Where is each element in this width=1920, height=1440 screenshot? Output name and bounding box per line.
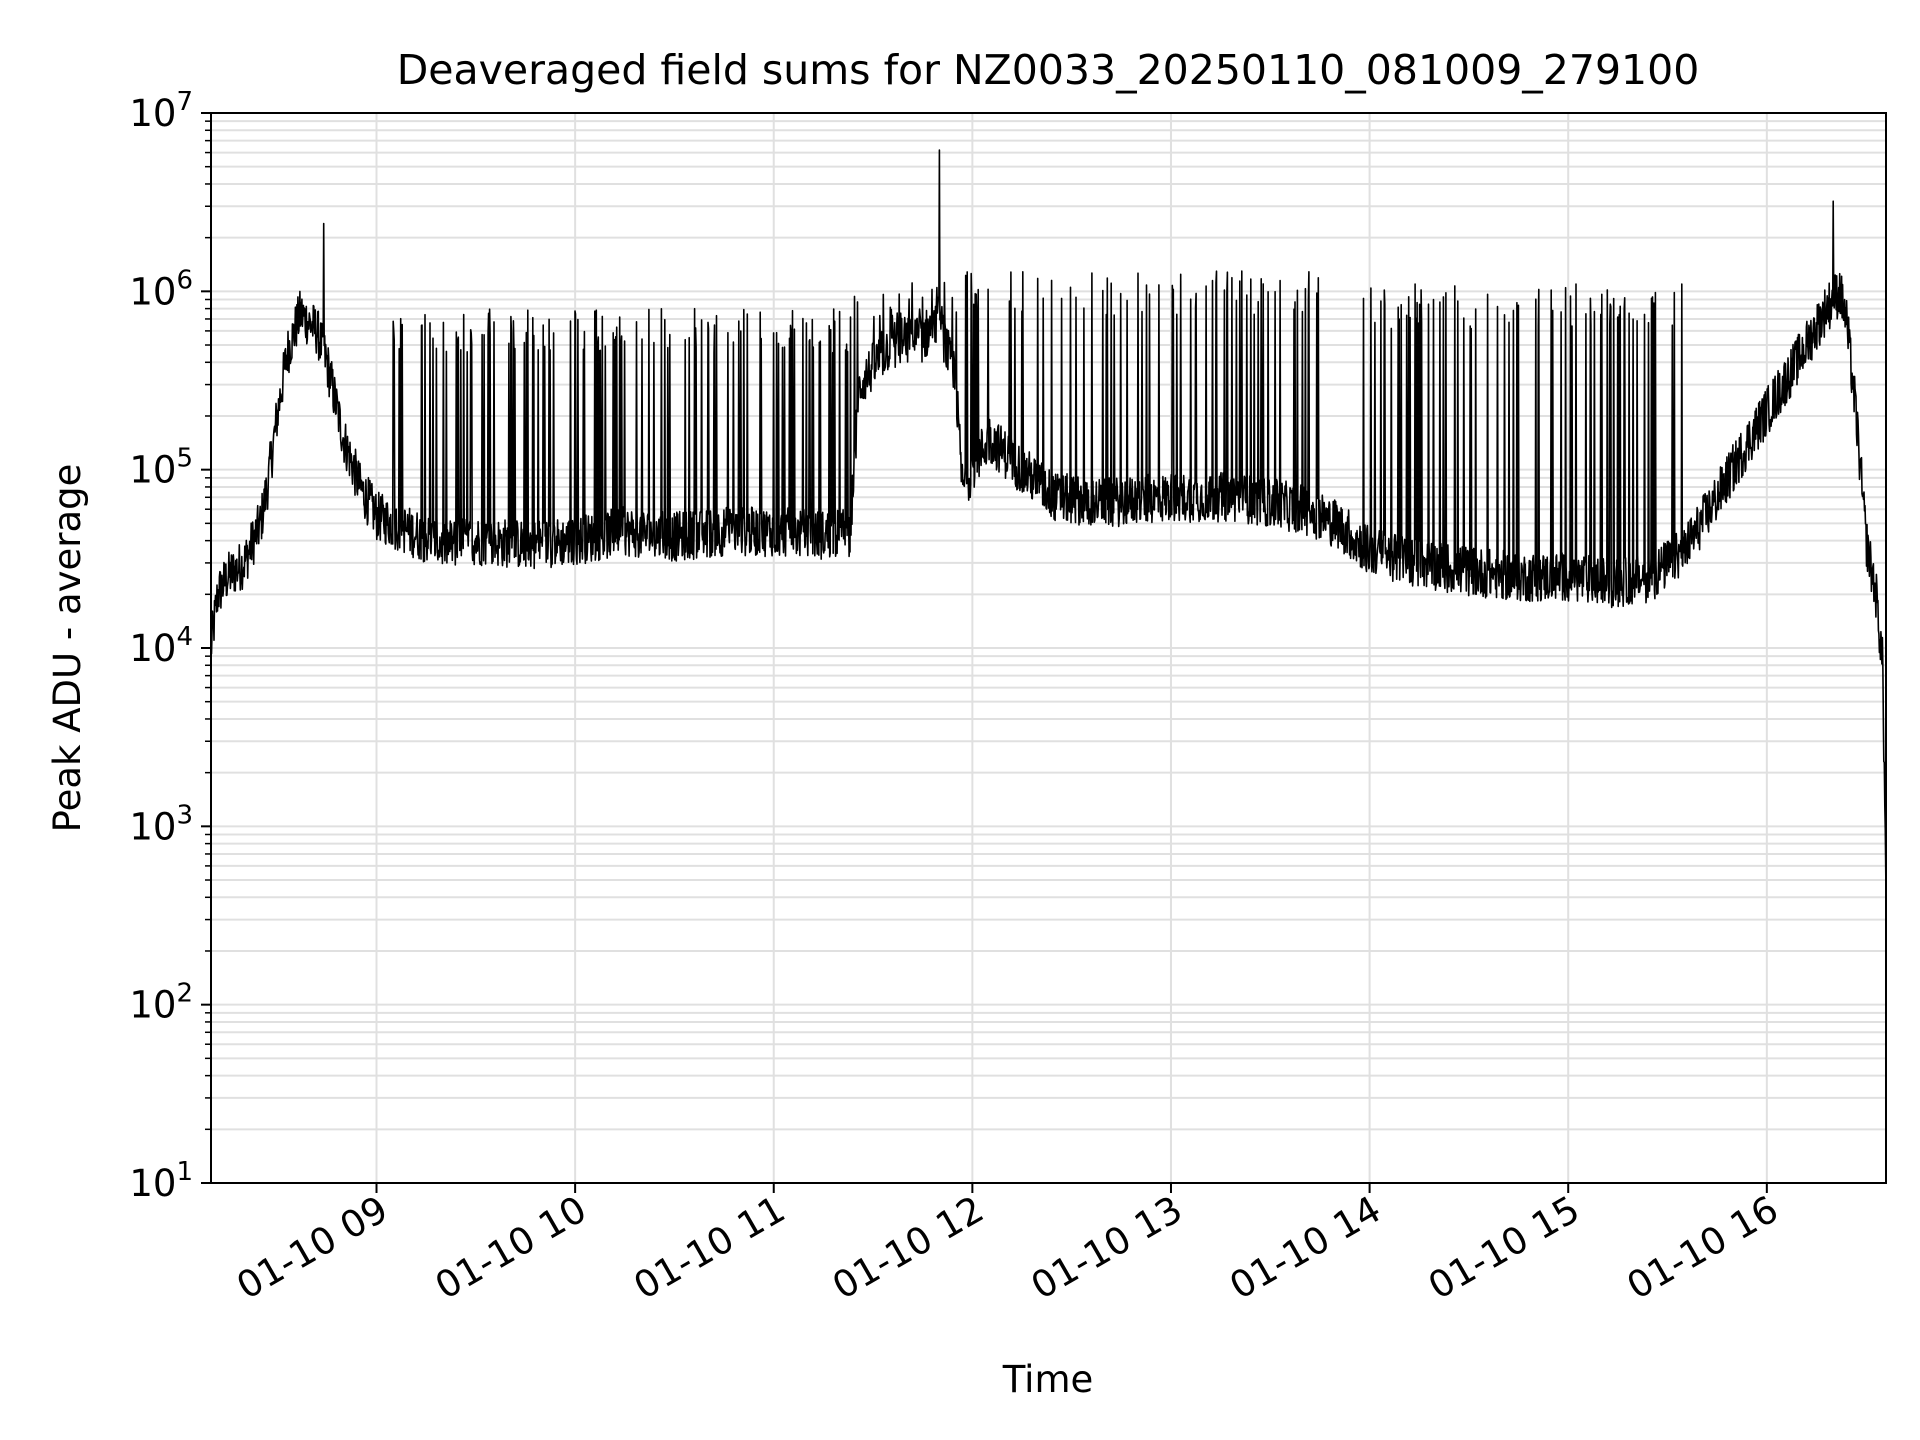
y-tick-base: 10 bbox=[129, 984, 176, 1027]
data-line bbox=[210, 149, 1887, 877]
y-tick-base: 10 bbox=[129, 627, 176, 670]
y-tick-exponent: 3 bbox=[176, 800, 193, 830]
y-tick-exponent: 5 bbox=[176, 444, 193, 474]
y-tick-base: 10 bbox=[129, 449, 176, 492]
x-tick-label: 01-10 15 bbox=[1421, 1188, 1587, 1308]
y-tick-base: 10 bbox=[129, 270, 176, 313]
y-tick-label: 107 bbox=[129, 87, 193, 135]
y-axis-label: Peak ADU - average bbox=[46, 464, 89, 833]
x-tick-label: 01-10 11 bbox=[627, 1188, 793, 1308]
x-axis-label: Time bbox=[1002, 1358, 1094, 1401]
y-tick-base: 10 bbox=[129, 1162, 176, 1205]
x-tick-label: 01-10 09 bbox=[229, 1188, 395, 1308]
y-tick-label: 106 bbox=[129, 265, 193, 313]
y-tick-exponent: 7 bbox=[176, 87, 193, 117]
y-tick-label: 101 bbox=[129, 1157, 193, 1205]
chart-title: Deaveraged field sums for NZ0033_2025011… bbox=[397, 46, 1700, 94]
y-tick-base: 10 bbox=[129, 805, 176, 848]
y-tick-exponent: 1 bbox=[176, 1157, 193, 1187]
x-tick-label: 01-10 14 bbox=[1223, 1188, 1389, 1308]
x-tick-label: 01-10 10 bbox=[428, 1188, 594, 1308]
x-tick-label: 01-10 12 bbox=[825, 1188, 991, 1308]
y-tick-exponent: 4 bbox=[176, 622, 193, 652]
grid bbox=[211, 113, 1886, 1184]
y-tick-base: 10 bbox=[129, 92, 176, 135]
y-tick-label: 105 bbox=[129, 444, 193, 492]
series-line bbox=[210, 149, 1887, 877]
x-tick-label: 01-10 13 bbox=[1024, 1188, 1190, 1308]
y-tick-label: 102 bbox=[129, 979, 193, 1027]
y-tick-exponent: 2 bbox=[176, 979, 193, 1009]
x-tick-label: 01-10 16 bbox=[1620, 1188, 1786, 1308]
y-tick-label: 104 bbox=[129, 622, 193, 670]
y-tick-label: 103 bbox=[129, 800, 193, 848]
y-tick-exponent: 6 bbox=[176, 265, 193, 295]
